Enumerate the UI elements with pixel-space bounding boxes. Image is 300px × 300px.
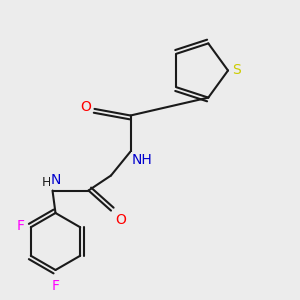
Text: H: H bbox=[42, 176, 51, 189]
Text: NH: NH bbox=[132, 153, 153, 167]
Text: O: O bbox=[80, 100, 91, 114]
Text: F: F bbox=[52, 279, 59, 293]
Text: F: F bbox=[16, 219, 24, 233]
Text: S: S bbox=[232, 64, 241, 77]
Text: O: O bbox=[115, 213, 126, 227]
Text: N: N bbox=[51, 173, 61, 187]
